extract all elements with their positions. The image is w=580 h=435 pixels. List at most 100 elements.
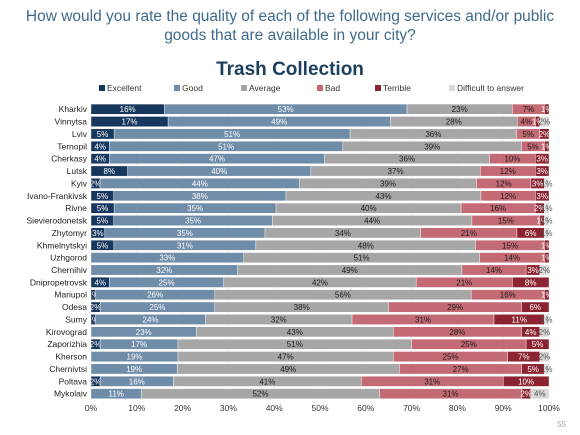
data-label: 25%	[149, 303, 165, 312]
bar-segment	[544, 227, 550, 239]
category-label: Chernihiv	[51, 265, 88, 275]
data-label: 2%	[539, 328, 551, 337]
data-label: 5%	[97, 241, 109, 250]
data-label: 7%	[518, 353, 530, 362]
data-label: 36%	[425, 130, 441, 139]
data-label: 3%	[527, 266, 539, 275]
data-label: 40%	[211, 167, 227, 176]
data-label: 17%	[122, 118, 138, 127]
data-label: 40%	[361, 204, 377, 213]
data-label: 6%	[529, 303, 541, 312]
data-label: 1%	[541, 291, 553, 300]
data-label: 36%	[399, 155, 415, 164]
data-label: 51%	[287, 340, 303, 349]
legend-entry: Excellent	[107, 83, 142, 93]
data-label: 1%	[541, 204, 553, 213]
data-label: 3%	[536, 192, 548, 201]
data-label: 56%	[335, 291, 351, 300]
bar-segment	[539, 351, 550, 362]
x-tick-label: 0%	[85, 403, 98, 413]
data-label: 7%	[523, 105, 535, 114]
data-label: 23%	[452, 105, 468, 114]
legend-entry: Average	[249, 83, 281, 93]
data-label: 41%	[259, 377, 275, 386]
category-label: Kherson	[55, 352, 87, 362]
data-label: 1%	[541, 105, 553, 114]
data-label: 5%	[97, 192, 109, 201]
data-label: 2%	[520, 390, 532, 399]
bar-segment	[521, 301, 550, 313]
data-label: 51%	[218, 142, 234, 151]
data-label: 4%	[534, 390, 546, 399]
survey-question: How would you rate the quality of each o…	[25, 8, 555, 44]
category-label: Lviv	[72, 129, 88, 139]
category-label: Ternopil	[57, 141, 87, 151]
data-label: 44%	[192, 179, 208, 188]
data-label: 2%	[90, 340, 102, 349]
data-label: 53%	[278, 105, 294, 114]
category-label: Cherkasy	[51, 154, 88, 164]
data-label: 29%	[447, 303, 463, 312]
bar-segment	[544, 178, 550, 189]
category-label: Kirovograd	[46, 327, 87, 337]
data-label: 38%	[294, 303, 310, 312]
data-label: 12%	[496, 179, 512, 188]
bar-segment	[544, 215, 550, 226]
data-label: 15%	[502, 241, 518, 250]
data-label: 2%	[539, 130, 551, 139]
data-label: 1%	[541, 315, 553, 324]
bar-segment	[503, 376, 550, 387]
data-label: 4%	[521, 118, 533, 127]
category-label: Zaporizhia	[47, 339, 87, 349]
data-label: 5%	[97, 204, 109, 213]
data-label: 2%	[534, 204, 546, 213]
legend-entry: Bad	[325, 83, 340, 93]
data-label: 2%	[539, 266, 551, 275]
bar-segment	[535, 190, 550, 202]
legend-swatch	[317, 85, 323, 91]
legend-entry: Difficult to answer	[457, 83, 524, 93]
data-label: 5%	[97, 130, 109, 139]
legend-swatch	[375, 85, 381, 91]
data-label: 38%	[192, 192, 208, 201]
data-label: 21%	[456, 278, 472, 287]
data-label: 10%	[518, 377, 534, 386]
bar-segment	[539, 326, 550, 338]
data-label: 6%	[525, 229, 537, 238]
legend-entry: Good	[182, 83, 203, 93]
data-label: 37%	[388, 167, 404, 176]
category-label: Lutsk	[67, 166, 88, 176]
bar-segment	[544, 239, 550, 251]
data-label: 25%	[443, 353, 459, 362]
data-label: 14%	[486, 266, 502, 275]
data-label: 52%	[252, 390, 268, 399]
data-label: 4%	[94, 278, 106, 287]
data-label: 31%	[443, 390, 459, 399]
data-label: 19%	[127, 353, 143, 362]
data-label: 49%	[342, 266, 358, 275]
bar-segment	[535, 165, 550, 177]
category-label: Ivano-Frankivsk	[27, 191, 88, 201]
data-label: 3%	[536, 155, 548, 164]
data-label: 28%	[449, 328, 465, 337]
category-label: Rivne	[65, 203, 87, 213]
data-label: 3%	[92, 229, 104, 238]
data-label: 27%	[453, 365, 469, 374]
bar-segment	[539, 128, 550, 140]
category-label: Chernivtsi	[49, 364, 87, 374]
data-label: 5%	[532, 340, 544, 349]
data-label: 31%	[177, 241, 193, 250]
data-label: 1%	[88, 291, 100, 300]
data-label: 4%	[94, 155, 106, 164]
category-label: Sumy	[65, 314, 87, 324]
x-tick-label: 60%	[357, 403, 374, 413]
data-label: 4%	[94, 142, 106, 151]
data-label: 2%	[539, 118, 551, 127]
category-label: Uzhgorod	[50, 253, 87, 263]
data-label: 12%	[500, 167, 516, 176]
category-label: Mariupol	[54, 290, 87, 300]
x-tick-label: 10%	[128, 403, 145, 413]
bar-segment	[544, 314, 550, 325]
x-tick-label: 80%	[449, 403, 466, 413]
